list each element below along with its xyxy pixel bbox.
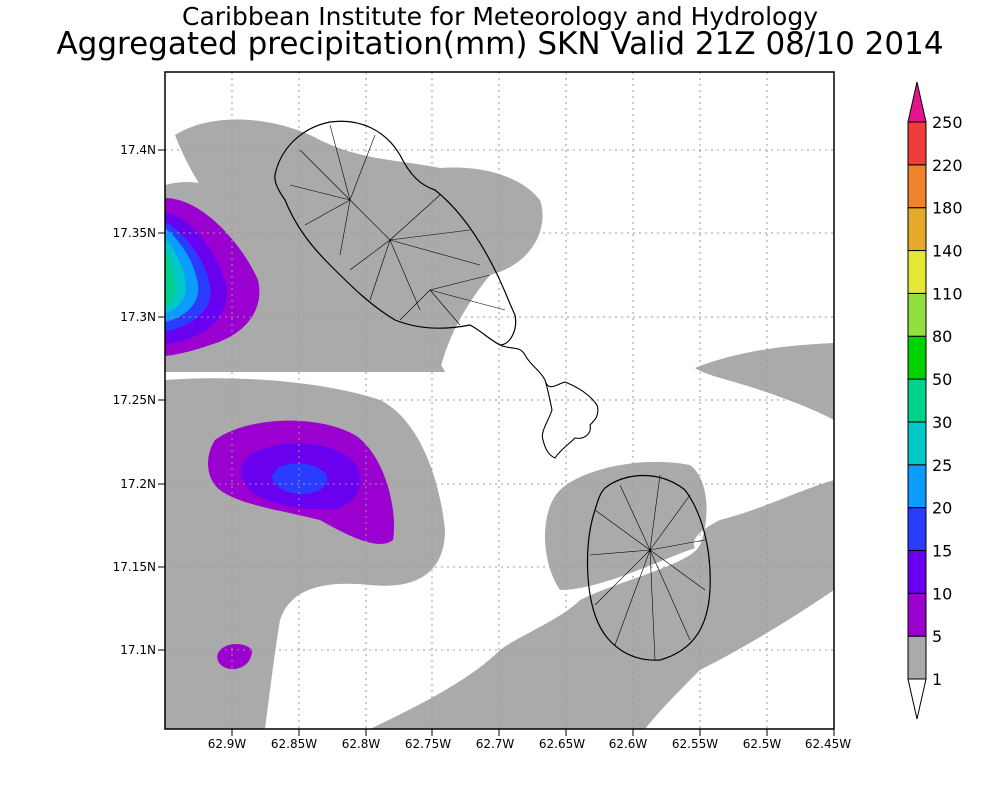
lon-tick-label: 62.85W (271, 737, 317, 751)
colorbar-label: 10 (932, 584, 952, 603)
colorbar-swatch (907, 121, 927, 166)
colorbar-label: 15 (932, 541, 952, 560)
lat-tick-label: 17.4N (120, 143, 156, 157)
colorbar-swatch (907, 207, 927, 252)
lat-tick-label: 17.15N (113, 560, 156, 574)
map-area (165, 72, 834, 729)
colorbar-swatch (907, 464, 927, 509)
lat-tick-label: 17.3N (120, 310, 156, 324)
lon-tick-label: 62.75W (405, 737, 451, 751)
colorbar-label: 30 (932, 413, 952, 432)
colorbar-label: 140 (932, 242, 963, 261)
colorbar-label: 25 (932, 456, 952, 475)
lon-tick-label: 62.8W (342, 737, 381, 751)
colorbar-label: 50 (932, 370, 952, 389)
lat-tick-label: 17.35N (113, 226, 156, 240)
lon-tick-label: 62.65W (539, 737, 585, 751)
grid-lines (165, 72, 834, 729)
colorbar-label: 5 (932, 627, 942, 646)
st-kitts-watersheds (289, 124, 506, 326)
latitude-axis: 17.4N 17.35N 17.3N 17.25N 17.2N 17.15N 1… (113, 143, 165, 657)
colorbar-label: 110 (932, 284, 963, 303)
st-kitts-outline (274, 120, 517, 346)
colorbar-swatch (907, 592, 927, 637)
colorbar-label: 250 (932, 113, 963, 132)
nevis-outline (586, 474, 711, 661)
colorbar-swatch (907, 635, 927, 680)
colorbar-swatch (907, 292, 927, 337)
colorbar-label: 1 (932, 670, 942, 689)
colorbar-swatch (907, 378, 927, 423)
lat-tick-label: 17.1N (120, 643, 156, 657)
nevis-watersheds (589, 474, 706, 661)
colorbar-triangle-low (907, 678, 927, 720)
title-line-1: Caribbean Institute for Meteorology and … (182, 2, 818, 31)
longitude-axis: 62.9W 62.85W 62.8W 62.75W 62.7W 62.65W 6… (208, 729, 851, 751)
lon-tick-label: 62.55W (672, 737, 718, 751)
lon-tick-label: 62.6W (609, 737, 648, 751)
lon-tick-label: 62.9W (208, 737, 247, 751)
colorbar-triangle-high (907, 81, 927, 123)
colorbar-label: 20 (932, 499, 952, 518)
colorbar-label: 80 (932, 327, 952, 346)
st-kitts-peninsula (499, 344, 599, 459)
lon-tick-label: 62.5W (743, 737, 782, 751)
lat-tick-label: 17.2N (120, 477, 156, 491)
lon-tick-label: 62.45W (805, 737, 851, 751)
title-line-2: Aggregated precipitation(mm) SKN Valid 2… (56, 26, 944, 62)
colorbar-label: 220 (932, 156, 963, 175)
colorbar-label: 180 (932, 199, 963, 218)
colorbar-swatch (907, 335, 927, 380)
precip-30-50mm (165, 250, 176, 307)
colorbar-swatch (907, 250, 927, 294)
colorbar-swatch (907, 507, 927, 551)
colorbar-swatch (907, 164, 927, 209)
colorbar-swatch (907, 549, 927, 594)
colorbar-swatch (907, 421, 927, 466)
lon-tick-label: 62.7W (476, 737, 515, 751)
lat-tick-label: 17.25N (113, 393, 156, 407)
